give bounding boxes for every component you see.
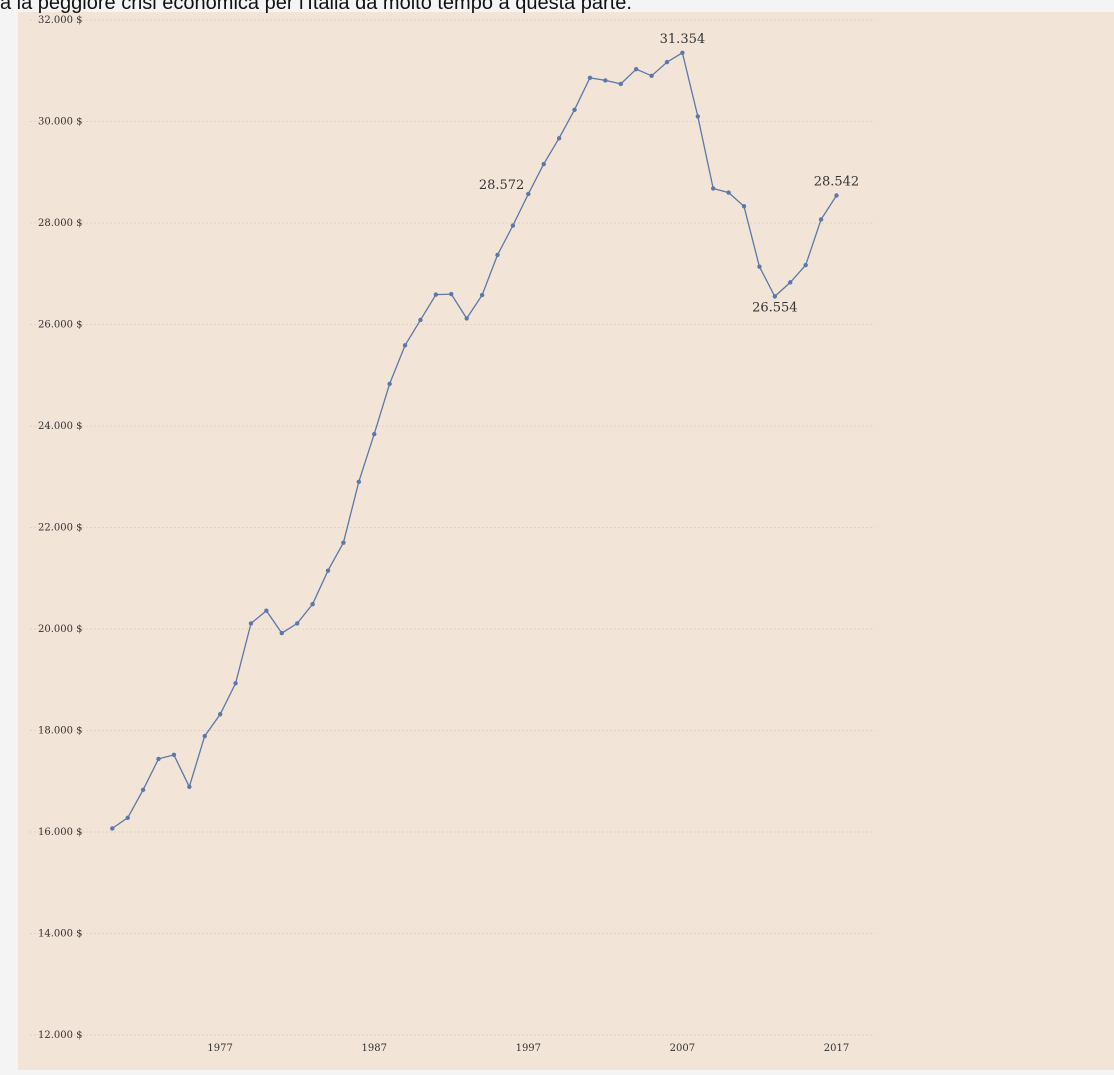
y-tick-label: 26.000 $ [38, 320, 83, 331]
data-point-1975 [187, 784, 192, 790]
x-tick-label: 1997 [516, 1043, 541, 1054]
data-point-2008 [695, 114, 701, 119]
y-tick-label: 32.000 $ [38, 15, 83, 26]
data-point-1974 [171, 752, 177, 758]
annotations: 28.572 31.354 26.554 28.542 [479, 32, 859, 316]
data-point-1973 [156, 756, 161, 762]
y-tick-label: 12.000 $ [38, 1030, 83, 1041]
data-point-2002 [603, 78, 608, 83]
data-point-1984 [325, 568, 331, 573]
x-tick-label: 2007 [670, 1043, 695, 1054]
annotation-label: 26.554 [752, 300, 798, 315]
data-point-2013 [772, 294, 778, 299]
x-tick-label: 1987 [362, 1043, 387, 1054]
data-point-1983 [310, 601, 315, 607]
data-point-1987 [372, 431, 377, 437]
data-point-1990 [418, 317, 423, 323]
y-tick-label: 22.000 $ [38, 523, 83, 534]
data-point-1986 [356, 479, 362, 485]
data-point-1999 [556, 136, 562, 141]
data-point-1988 [387, 381, 392, 387]
y-axis-ticks: 12.000 $ 14.000 $ 16.000 $ 18.000 $ 20.000 $… [38, 15, 83, 1041]
caption-text: a la peggiore crisi economica per l'Ital… [0, 0, 632, 14]
series-points [110, 50, 839, 831]
data-point-2007 [680, 50, 685, 55]
y-tick-label: 20.000 $ [38, 624, 83, 635]
annotation-label: 28.572 [479, 178, 525, 193]
data-point-1971 [125, 815, 130, 820]
y-tick-label: 30.000 $ [38, 117, 83, 128]
data-point-1985 [341, 540, 346, 545]
data-point-2017 [834, 193, 839, 198]
data-point-1989 [402, 343, 408, 348]
x-axis-ticks: 1977 1987 1997 2007 2017 [207, 1043, 849, 1054]
annotation-label: 28.542 [814, 174, 860, 189]
data-point-1995 [495, 252, 500, 258]
data-point-2005 [649, 73, 654, 79]
annotation-label: 31.354 [660, 32, 706, 47]
series-line-path [111, 51, 838, 829]
data-point-2014 [788, 280, 793, 285]
data-point-1996 [510, 223, 516, 228]
data-point-1970 [110, 826, 115, 831]
y-tick-label: 18.000 $ [38, 726, 83, 737]
data-point-2016 [818, 217, 824, 222]
data-point-1981 [279, 630, 284, 636]
series-line [111, 51, 838, 829]
data-point-2001 [587, 75, 593, 81]
data-point-1991 [433, 292, 439, 297]
y-tick-label: 16.000 $ [38, 827, 83, 838]
data-point-1982 [294, 621, 300, 626]
data-point-2003 [618, 81, 623, 87]
data-point-1977 [217, 712, 223, 717]
grid-lines [30, 19, 875, 1036]
y-tick-label: 14.000 $ [38, 929, 83, 940]
data-point-2004 [633, 67, 639, 72]
data-point-1980 [264, 608, 269, 613]
data-point-2015 [803, 262, 808, 268]
data-point-1979 [248, 621, 254, 626]
data-point-1993 [464, 316, 469, 321]
data-point-2011 [741, 204, 747, 209]
data-point-1998 [541, 161, 546, 167]
data-point-1976 [202, 733, 207, 739]
data-point-1992 [449, 291, 454, 297]
data-point-2000 [572, 107, 577, 113]
data-point-2006 [664, 59, 670, 65]
y-tick-label: 28.000 $ [38, 218, 83, 229]
y-tick-label: 24.000 $ [38, 421, 83, 432]
data-point-2009 [711, 186, 716, 191]
data-point-1994 [479, 292, 485, 298]
chart-panel [18, 12, 1114, 1070]
x-tick-label: 1977 [207, 1043, 232, 1054]
data-point-2012 [757, 264, 762, 269]
data-point-1997 [526, 191, 531, 197]
x-tick-label: 2017 [824, 1043, 849, 1054]
data-point-1972 [140, 787, 146, 793]
data-point-2010 [726, 190, 731, 195]
data-point-1978 [233, 681, 238, 686]
